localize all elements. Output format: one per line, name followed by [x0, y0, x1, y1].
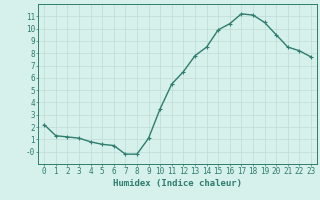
X-axis label: Humidex (Indice chaleur): Humidex (Indice chaleur)	[113, 179, 242, 188]
